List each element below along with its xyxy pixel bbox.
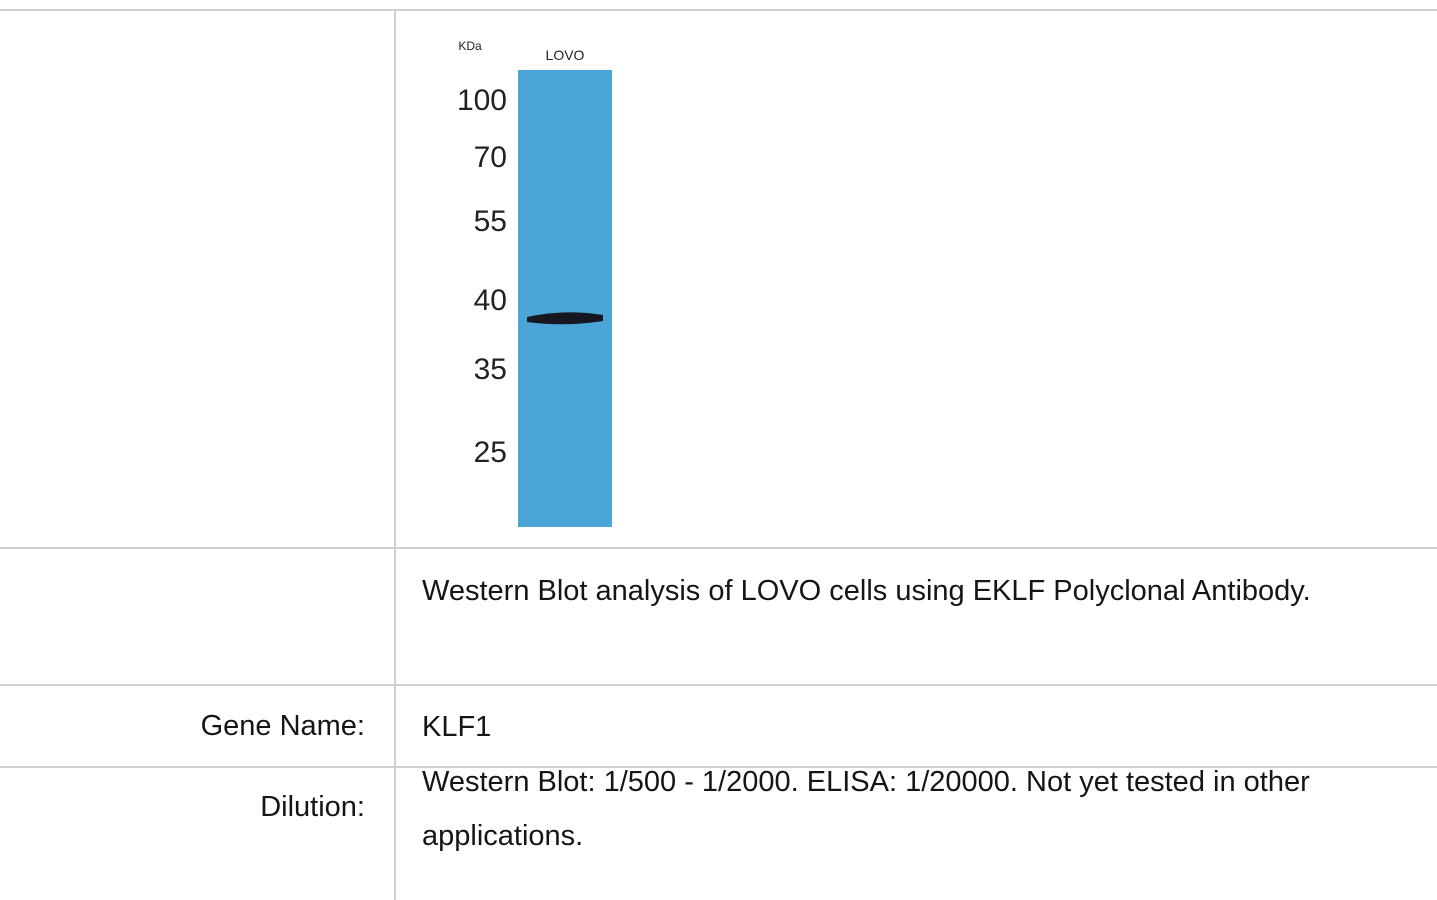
field-value: KLF1 [422, 700, 1430, 754]
marker-label: 40 [474, 284, 507, 317]
lane-label: LOVO [546, 47, 585, 63]
marker-label: 55 [474, 205, 507, 238]
row-border [0, 9, 1437, 11]
column-border [394, 10, 396, 900]
unit-label: KDa [458, 39, 482, 53]
page: KDa LOVO 100 70 55 40 35 25 Western Blot… [0, 0, 1437, 900]
row-border [0, 684, 1437, 686]
row-border [0, 547, 1437, 549]
western-blot-image: KDa LOVO 100 70 55 40 35 25 [440, 30, 640, 540]
caption: Western Blot analysis of LOVO cells usin… [422, 564, 1430, 618]
blot-lane [518, 70, 612, 527]
marker-label: 35 [474, 353, 507, 386]
marker-label: 25 [474, 436, 507, 469]
marker-label: 100 [457, 84, 507, 117]
field-label: Gene Name: [201, 710, 365, 743]
field-label: Dilution: [260, 791, 365, 824]
field-value: Western Blot: 1/500 - 1/2000. ELISA: 1/2… [422, 755, 1430, 863]
marker-label: 70 [474, 141, 507, 174]
